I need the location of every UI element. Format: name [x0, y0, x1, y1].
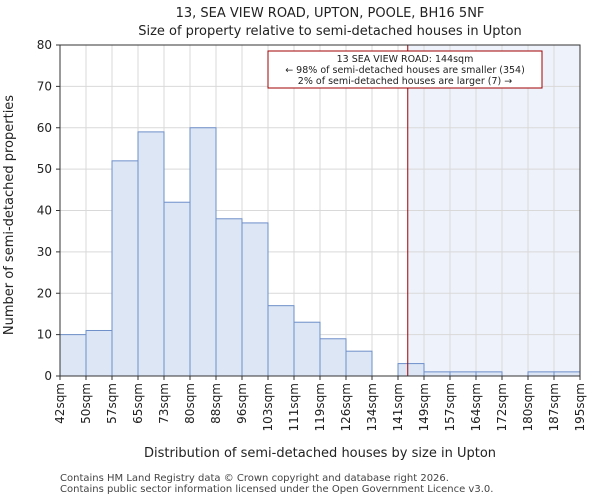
bar — [345, 350, 373, 377]
bar — [189, 127, 217, 377]
marker-annotation: 13 SEA VIEW ROAD: 144sqm ← 98% of semi-d… — [267, 50, 543, 89]
bar — [241, 222, 269, 377]
bar — [85, 329, 113, 377]
bar — [215, 218, 243, 377]
bar — [111, 160, 139, 377]
y-tick-label: 30 — [37, 245, 52, 259]
x-tick-label: 42sqm — [53, 383, 67, 424]
x-tick-label: 164sqm — [469, 383, 483, 431]
bar — [267, 305, 295, 377]
annotation-line-2: ← 98% of semi-detached houses are smalle… — [285, 65, 525, 76]
chart-subtitle: Size of property relative to semi-detach… — [138, 24, 522, 39]
bar — [553, 371, 581, 377]
y-tick-label: 70 — [37, 79, 52, 93]
bar — [319, 338, 347, 377]
x-tick-label: 141sqm — [391, 383, 405, 431]
annotation-box — [267, 50, 543, 89]
x-tick-label: 180sqm — [521, 383, 535, 431]
x-tick-label: 57sqm — [105, 383, 119, 424]
x-tick-label: 126sqm — [339, 383, 353, 431]
bar — [293, 321, 321, 377]
y-tick-label: 60 — [37, 121, 52, 135]
x-tick-label: 50sqm — [79, 383, 93, 424]
y-tick-label: 20 — [37, 286, 52, 300]
x-tick-label: 73sqm — [157, 383, 171, 424]
y-axis-label: Number of semi-detached properties — [2, 95, 17, 335]
x-tick-label: 134sqm — [365, 383, 379, 431]
chart-title: 13, SEA VIEW ROAD, UPTON, POOLE, BH16 5N… — [176, 6, 485, 21]
x-tick-label: 111sqm — [287, 383, 301, 431]
footer-line-1: Contains HM Land Registry data © Crown c… — [60, 473, 449, 484]
bar — [59, 334, 87, 377]
bar — [423, 371, 451, 377]
bar — [475, 371, 503, 377]
x-tick-label: 103sqm — [261, 383, 275, 431]
x-tick-label: 80sqm — [183, 383, 197, 424]
x-tick-label: 88sqm — [209, 383, 223, 424]
y-tick-label: 80 — [37, 38, 52, 52]
bar — [163, 201, 191, 377]
x-tick-label: 187sqm — [547, 383, 561, 431]
annotation-line-3: 2% of semi-detached houses are larger (7… — [298, 76, 512, 87]
annotation-line-1: 13 SEA VIEW ROAD: 144sqm — [337, 54, 474, 65]
x-axis-label: Distribution of semi-detached houses by … — [144, 446, 496, 461]
x-tick-label: 65sqm — [131, 383, 145, 424]
y-tick-label: 10 — [37, 328, 52, 342]
x-tick-label: 195sqm — [573, 383, 587, 431]
x-tick-label: 149sqm — [417, 383, 431, 431]
y-tick-label: 40 — [37, 204, 52, 218]
y-tick-label: 50 — [37, 162, 52, 176]
bar — [527, 371, 555, 377]
footer-line-2: Contains public sector information licen… — [60, 484, 494, 495]
bar — [397, 363, 425, 377]
bar — [449, 371, 477, 377]
bar — [137, 131, 165, 377]
x-tick-label: 119sqm — [313, 383, 327, 431]
y-tick-label: 0 — [44, 369, 52, 383]
x-tick-label: 172sqm — [495, 383, 509, 431]
x-tick-label: 96sqm — [235, 383, 249, 424]
x-tick-label: 157sqm — [443, 383, 457, 431]
